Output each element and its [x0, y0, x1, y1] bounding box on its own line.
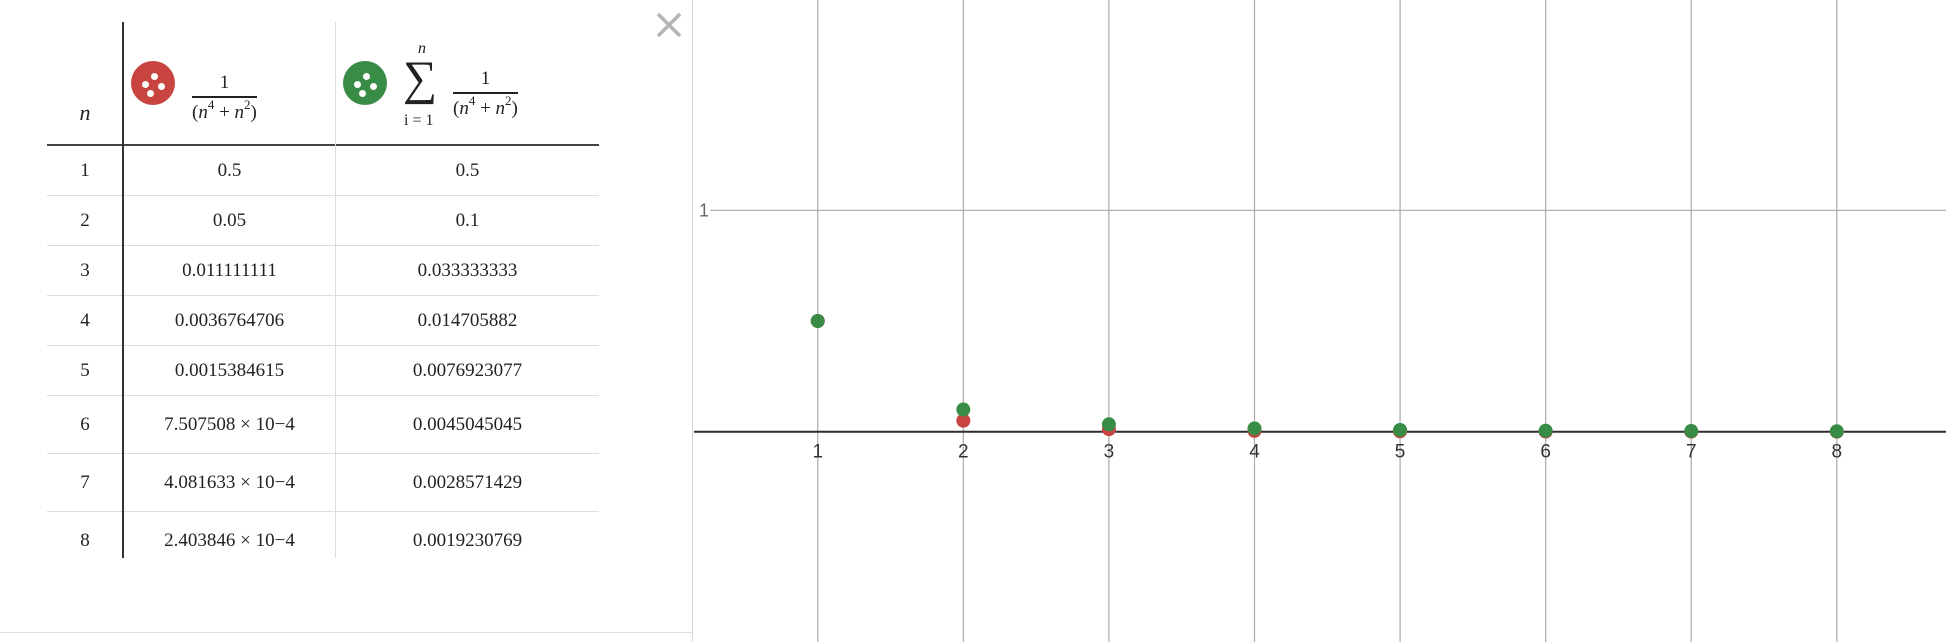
column-header-n: n — [79, 100, 91, 125]
y-tick-label: 1 — [699, 200, 709, 220]
table-row: 7 4.081633 × 10 −4 0.0028571429 — [47, 454, 599, 512]
cell-partial-sum[interactable]: 0.5 — [336, 146, 599, 195]
x-tick-label: 3 — [1104, 442, 1115, 463]
cell-n[interactable]: 4 — [47, 296, 123, 345]
exponent: −4 — [274, 413, 295, 435]
graph-canvas[interactable]: 1 2 3 4 5 6 7 8 1 — [694, 0, 1946, 642]
cell-partial-sum-text: 0.1 — [455, 209, 480, 231]
cell-n[interactable]: 7 — [47, 454, 123, 511]
cell-n[interactable]: 6 — [47, 396, 123, 453]
cell-partial-sum[interactable]: 0.0019230769 — [336, 512, 599, 569]
cell-partial-sum-text: 0.0076923077 — [412, 359, 523, 381]
green-points-icon[interactable] — [343, 61, 387, 105]
cell-n-text: 2 — [80, 209, 90, 231]
table-body: 1 0.5 0.5 2 0.05 0.1 3 0.011111111 0.033333333 4 0… — [47, 146, 599, 569]
cell-term-text: 2.403846 × 10 — [164, 529, 275, 551]
table-row: 5 0.0015384615 0.0076923077 — [47, 346, 599, 396]
table-header: n 1 (n4 + n2) n ∑ i = 1 1 — [47, 22, 599, 146]
cell-n[interactable]: 3 — [47, 246, 123, 295]
cell-term[interactable]: 0.05 — [124, 196, 335, 245]
cell-n-text: 7 — [80, 471, 90, 493]
cell-partial-sum-text: 0.014705882 — [417, 309, 518, 331]
cell-term[interactable]: 2.403846 × 10 −4 — [124, 512, 335, 569]
cell-n-text: 3 — [80, 259, 90, 281]
exponent: −4 — [274, 471, 295, 493]
table-row: 4 0.0036764706 0.014705882 — [47, 296, 599, 346]
column-header-partial-sum: n ∑ i = 1 1 (n4 + n2) — [403, 40, 518, 129]
x-tick-label: 5 — [1395, 442, 1406, 463]
cell-partial-sum[interactable]: 0.0045045045 — [336, 396, 599, 453]
cell-partial-sum-text: 0.5 — [455, 159, 480, 181]
table-row: 1 0.5 0.5 — [47, 146, 599, 196]
table-row: 8 2.403846 × 10 −4 0.0019230769 — [47, 512, 599, 569]
column-divider — [122, 22, 124, 558]
values-table: n 1 (n4 + n2) n ∑ i = 1 1 — [47, 22, 599, 569]
tick-label-bg — [694, 199, 710, 222]
x-tick-label: 6 — [1540, 442, 1551, 463]
cell-term-text: 0.011111111 — [182, 259, 277, 281]
cell-term[interactable]: 0.5 — [124, 146, 335, 195]
cell-n[interactable]: 2 — [47, 196, 123, 245]
column-header-term: 1 (n4 + n2) — [192, 72, 257, 123]
cell-partial-sum[interactable]: 0.1 — [336, 196, 599, 245]
cell-n-text: 8 — [80, 529, 90, 551]
x-tick-label: 8 — [1832, 442, 1843, 463]
column-divider — [335, 22, 336, 558]
cell-term-text: 4.081633 × 10 — [164, 471, 275, 493]
x-tick-label: 7 — [1686, 442, 1697, 463]
cell-partial-sum[interactable]: 0.0076923077 — [336, 346, 599, 395]
cell-n-text: 4 — [80, 309, 90, 331]
cell-partial-sum[interactable]: 0.0028571429 — [336, 454, 599, 511]
data-point — [1101, 417, 1116, 432]
table-row: 3 0.011111111 0.033333333 — [47, 246, 599, 296]
cell-term[interactable]: 0.0036764706 — [124, 296, 335, 345]
cell-partial-sum-text: 0.0045045045 — [412, 413, 523, 435]
cell-n-text: 6 — [80, 413, 90, 435]
data-point — [1538, 423, 1553, 438]
cell-term-text: 0.05 — [212, 209, 247, 231]
cell-n-text: 5 — [80, 359, 90, 381]
x-tick-label: 4 — [1249, 442, 1260, 463]
data-point — [1393, 422, 1408, 437]
exponent: −4 — [274, 529, 295, 551]
cell-term[interactable]: 0.011111111 — [124, 246, 335, 295]
data-point — [1684, 424, 1699, 439]
data-point — [956, 413, 971, 428]
cell-term-text: 0.0015384615 — [174, 359, 285, 381]
cell-term-text: 0.5 — [217, 159, 242, 181]
red-points-icon[interactable] — [131, 61, 175, 105]
cell-term[interactable]: 0.0015384615 — [124, 346, 335, 395]
close-icon[interactable] — [652, 8, 686, 42]
cell-partial-sum-text: 0.033333333 — [417, 259, 518, 281]
x-tick-label: 2 — [958, 442, 969, 463]
table-row: 6 7.507508 × 10 −4 0.0045045045 — [47, 396, 599, 454]
cell-term-text: 0.0036764706 — [174, 309, 285, 331]
data-point — [956, 402, 971, 417]
expression-table-panel: n 1 (n4 + n2) n ∑ i = 1 1 — [0, 0, 693, 642]
panel-divider — [0, 632, 693, 633]
data-point — [1829, 424, 1844, 439]
x-tick-label: 1 — [812, 442, 823, 463]
cell-term-text: 7.507508 × 10 — [164, 413, 275, 435]
cell-partial-sum-text: 0.0019230769 — [412, 529, 523, 551]
cell-partial-sum[interactable]: 0.014705882 — [336, 296, 599, 345]
cell-partial-sum-text: 0.0028571429 — [412, 471, 523, 493]
cell-n[interactable]: 8 — [47, 512, 123, 569]
data-point — [1247, 421, 1262, 436]
cell-term[interactable]: 7.507508 × 10 −4 — [124, 396, 335, 453]
data-point — [810, 314, 825, 328]
cell-term[interactable]: 4.081633 × 10 −4 — [124, 454, 335, 511]
table-row: 2 0.05 0.1 — [47, 196, 599, 246]
cell-n[interactable]: 5 — [47, 346, 123, 395]
cell-partial-sum[interactable]: 0.033333333 — [336, 246, 599, 295]
cell-n[interactable]: 1 — [47, 146, 123, 195]
cell-n-text: 1 — [80, 159, 90, 181]
